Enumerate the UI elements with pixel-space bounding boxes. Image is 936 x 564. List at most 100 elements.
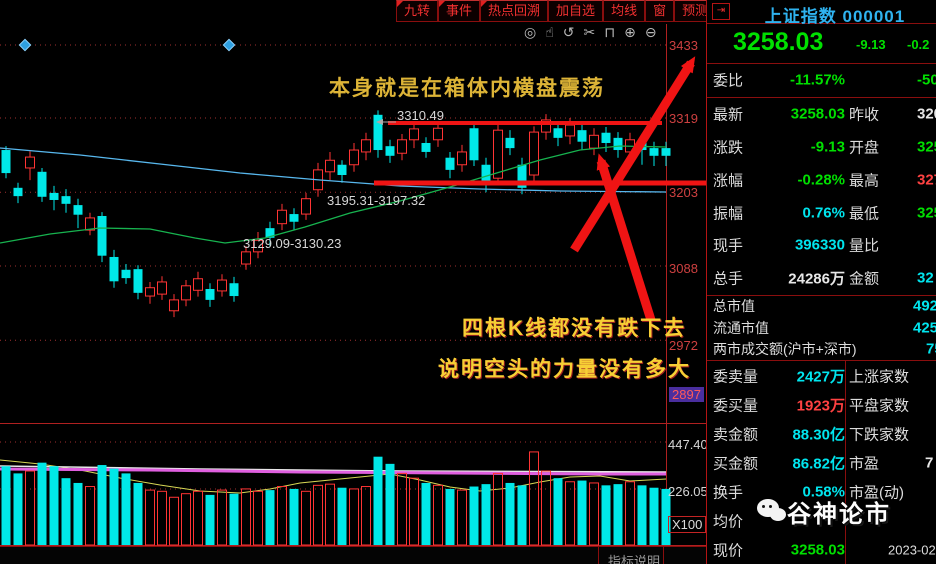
price-change: -9.13 <box>856 37 886 52</box>
hand-icon[interactable]: ☝ <box>545 24 554 40</box>
instrument-title: 上证指数 000001 <box>764 7 906 26</box>
divider <box>663 547 664 564</box>
annotation-box-text: 本身就是在箱体内横盘震荡 <box>329 77 605 100</box>
candles <box>1 110 671 318</box>
quote-panel: ⇥ 上证指数 000001 3258.03 -9.13 -0.2 委比 -11.5… <box>706 0 936 564</box>
detail-cell: 2427万 <box>796 368 845 386</box>
chart-drawing-toolbar: ◎ ☝ ↺ ✂ ⊓ ⊕ ⊖ <box>524 24 657 40</box>
price-axis-label: 3433 <box>669 38 698 53</box>
quote-cell: 396330 <box>794 236 845 254</box>
quote-row-6: 现手 396330 量比 <box>707 229 936 262</box>
quote-cell: 涨幅 <box>713 172 744 190</box>
bottom-bar: 指标说明 <box>0 546 936 564</box>
ma-line-green <box>0 145 667 244</box>
detail-cell: 买金额 <box>713 455 759 473</box>
grid-diamond-handle[interactable] <box>222 38 236 52</box>
detail-cell: 换手 <box>713 484 744 502</box>
detail-cell: 7 <box>925 454 934 472</box>
range-label-2: 3129.09-3130.23 <box>243 236 342 251</box>
volume-bars <box>1 451 671 546</box>
quote-cell: 振幅 <box>713 205 744 223</box>
detail-cell: 平盘家数 <box>849 397 910 415</box>
toolbar-button-1[interactable]: 九转 <box>396 0 439 22</box>
quote-cell: 3258.03 <box>790 105 845 123</box>
market-row-1: 总市值 4924 <box>707 296 936 318</box>
market-row-2: 流通市值 4251 <box>707 317 936 339</box>
quote-cell: 金额 <box>849 270 880 288</box>
toolbar-button-5[interactable]: 均线 <box>603 0 646 22</box>
quote-cell: 最新 <box>713 106 744 124</box>
quote-cell: 昨收 <box>849 106 880 124</box>
market-cell: 两市成交额(沪市+深市) <box>713 341 857 358</box>
quote-cell: 开盘 <box>849 139 880 157</box>
quote-cell: -9.13 <box>810 138 845 156</box>
quote-panel-header: ⇥ 上证指数 000001 <box>707 0 936 26</box>
toolbar-button-6[interactable]: 窗 <box>645 0 675 22</box>
market-cell: 75 <box>926 340 936 358</box>
detail-cell: 委卖量 <box>713 368 759 386</box>
lock-icon[interactable]: ⊓ <box>604 24 616 40</box>
zoom-out-icon[interactable]: ⊖ <box>644 24 657 40</box>
market-cell: 4251 <box>913 319 936 337</box>
detail-cell: 下跌家数 <box>849 426 910 444</box>
quote-cell: 最低 <box>849 205 880 223</box>
quote-row-7: 总手 24286万 金额 32 <box>707 262 936 295</box>
price-change-percent: -0.2 <box>907 37 930 52</box>
drawn-arrow[interactable] <box>570 56 696 253</box>
quote-cell: 现手 <box>713 237 744 255</box>
detail-cell: 均价 <box>713 513 744 531</box>
market-row-3: 两市成交额(沪市+深市) 75 <box>707 339 936 361</box>
detail-cell: 3258.03 <box>790 541 845 559</box>
toolbar-button-4[interactable]: 加自选 <box>548 0 604 22</box>
ma-line-blue <box>0 147 667 193</box>
detail-row-6: 均价 <box>707 506 936 535</box>
detail-cell: 88.30亿 <box>792 426 845 444</box>
divider <box>598 547 599 564</box>
volume-unit-label: X100 <box>668 516 707 533</box>
detail-cell: 86.82亿 <box>792 455 845 473</box>
quote-cell: 24286万 <box>788 270 845 288</box>
quote-row-5: 振幅 0.76%最低 325 <box>707 196 936 229</box>
wechat-icon <box>757 498 787 525</box>
detail-cell: 上涨家数 <box>849 368 910 386</box>
drawn-arrow[interactable] <box>596 153 656 322</box>
grid-diamond-handle[interactable] <box>18 38 32 52</box>
tab-indicator-help[interactable]: 指标说明 <box>608 554 661 564</box>
watermark-text: 谷神论市 <box>787 501 891 528</box>
toolbar-button-2[interactable]: 事件 <box>438 0 481 22</box>
detail-cell: 委买量 <box>713 397 759 415</box>
detail-cell: 0.58% <box>802 483 845 501</box>
user-drawings[interactable] <box>374 56 710 322</box>
price-axis-label: 3203 <box>669 185 698 200</box>
zoom-in-icon[interactable]: ⊕ <box>624 24 636 40</box>
detail-cell: 1923万 <box>796 397 845 415</box>
detail-row-7: 现价 3258.03 2023-02- <box>707 535 936 564</box>
market-cell: 4924 <box>913 297 936 315</box>
watermark: 谷神论市 <box>757 494 891 529</box>
detail-row-1: 委卖量 2427万 上涨家数 <box>707 361 936 390</box>
eye-icon[interactable]: ◎ <box>524 24 537 40</box>
detail-cell: 2023-02- <box>888 542 936 558</box>
toolbar-button-3[interactable]: 热点回溯 <box>480 0 549 22</box>
market-rows-section: 总市值 4924 流通市值 4251 两市成交额(沪市+深市) 75 <box>707 296 936 362</box>
collapse-panel-icon[interactable]: ⇥ <box>712 3 730 20</box>
annotation-red-text-2: 说明空头的力量没有多大 <box>438 358 691 381</box>
price-axis-label: 2972 <box>669 338 698 353</box>
last-price-row: 3258.03 -9.13 -0.2 <box>707 24 936 64</box>
toolbar-button-7[interactable]: 预测 <box>674 0 717 22</box>
price-axis-label: 2897 <box>669 387 704 402</box>
quote-cell: 325 <box>917 204 936 222</box>
market-cell: 流通市值 <box>713 319 769 336</box>
market-cell: 总市值 <box>713 298 755 315</box>
scissors-icon[interactable]: ✂ <box>583 24 596 40</box>
quote-cell: 0.76% <box>802 204 845 222</box>
detail-rows-section: 委卖量 2427万 上涨家数 委买量 1923万 平盘家数 卖金额 88.30亿 下跌家数 买金额… <box>707 361 936 564</box>
quote-cell: -11.57% <box>789 71 845 89</box>
annotation-red-text-1: 四根K线都没有跌下去 <box>462 317 687 340</box>
undo-icon[interactable]: ↺ <box>562 24 575 40</box>
detail-cell: 市盈 <box>849 455 880 473</box>
price-axis-label: 3319 <box>669 111 698 126</box>
